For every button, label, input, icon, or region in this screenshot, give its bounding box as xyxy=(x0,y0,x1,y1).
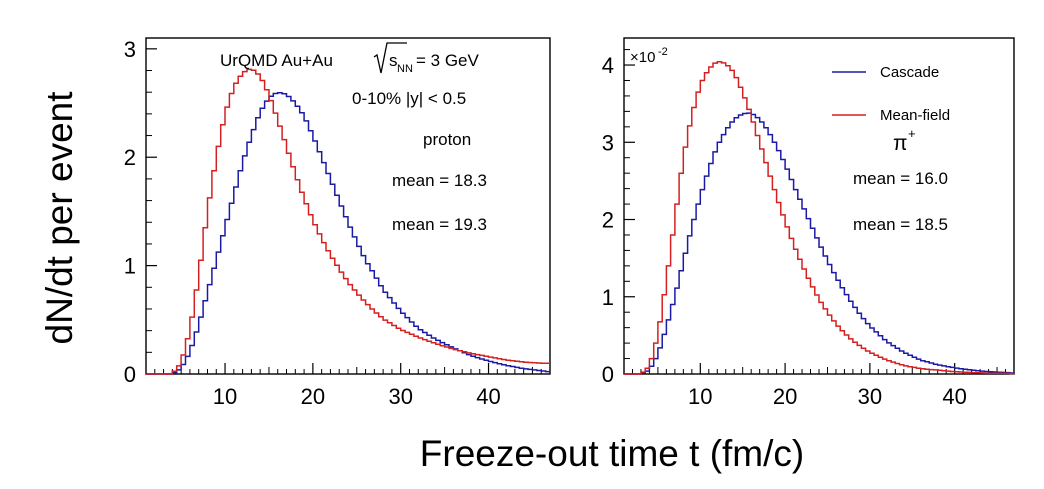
mean-meanfield-proton: mean = 18.3 xyxy=(392,171,487,190)
axis-ticks-pion: 10 20 30 40 0 1 2 3 4 xyxy=(602,49,1015,409)
series-mean-field xyxy=(624,61,1014,375)
series-cascade xyxy=(146,91,550,375)
axis-ticks-proton: 10 20 30 40 0 1 2 3 xyxy=(124,37,551,409)
annotation-multiplier-exp: -2 xyxy=(658,46,668,58)
y-tick-label: 3 xyxy=(124,37,136,62)
y-tick-label: 1 xyxy=(124,254,136,279)
annotation-multiplier: ×10 xyxy=(630,49,655,66)
series-mean-field xyxy=(146,68,550,375)
legend: Cascade Mean-field xyxy=(832,64,950,124)
x-tick-label: 30 xyxy=(858,384,882,409)
annotation-particle-proton: proton xyxy=(423,130,471,149)
y-tick-label: 0 xyxy=(602,362,614,387)
y-tick-label: 3 xyxy=(602,130,614,155)
annotation-system: UrQMD Au+Au xyxy=(220,51,333,70)
x-tick-label: 10 xyxy=(688,384,712,409)
y-tick-label: 2 xyxy=(602,208,614,233)
annotation-sqrt-s: s xyxy=(389,51,398,70)
figure-xlabel: Freeze-out time t (fm/c) xyxy=(420,433,804,474)
mean-cascade-proton: mean = 19.3 xyxy=(392,215,487,234)
sqrt-symbol-icon xyxy=(373,42,407,74)
curves-pion xyxy=(624,61,1014,375)
y-tick-label: 1 xyxy=(602,285,614,310)
figure-ylabel: dN/dt per event xyxy=(39,91,80,345)
plot-frame-pion xyxy=(623,37,1015,375)
annotation-energy: = 3 GeV xyxy=(416,51,480,70)
x-tick-label: 20 xyxy=(301,384,325,409)
plot-frame-proton xyxy=(145,37,551,375)
x-tick-label: 30 xyxy=(388,384,412,409)
mean-meanfield-pion: mean = 16.0 xyxy=(853,169,948,188)
x-tick-label: 40 xyxy=(942,384,966,409)
series-cascade xyxy=(624,112,1014,375)
y-tick-label: 4 xyxy=(602,53,614,78)
legend-label-meanfield: Mean-field xyxy=(880,107,950,124)
y-tick-label: 0 xyxy=(124,362,136,387)
mean-cascade-pion: mean = 18.5 xyxy=(853,215,948,234)
annotation-particle-pion-sup: + xyxy=(908,126,916,141)
annotation-particle-pion: π xyxy=(893,132,908,155)
curves-proton xyxy=(146,68,550,375)
annotation-sqrt-s-sub: NN xyxy=(397,63,413,75)
panel-proton: 10 20 30 40 0 1 2 3 UrQMD Au+Au s NN = 3 GeV 0-… xyxy=(124,37,551,409)
annotation-centrality: 0-10% |y| < 0.5 xyxy=(352,89,466,108)
x-tick-label: 10 xyxy=(213,384,237,409)
y-tick-label: 2 xyxy=(124,145,136,170)
legend-label-cascade: Cascade xyxy=(880,64,939,81)
x-tick-label: 40 xyxy=(476,384,500,409)
x-tick-label: 20 xyxy=(773,384,797,409)
